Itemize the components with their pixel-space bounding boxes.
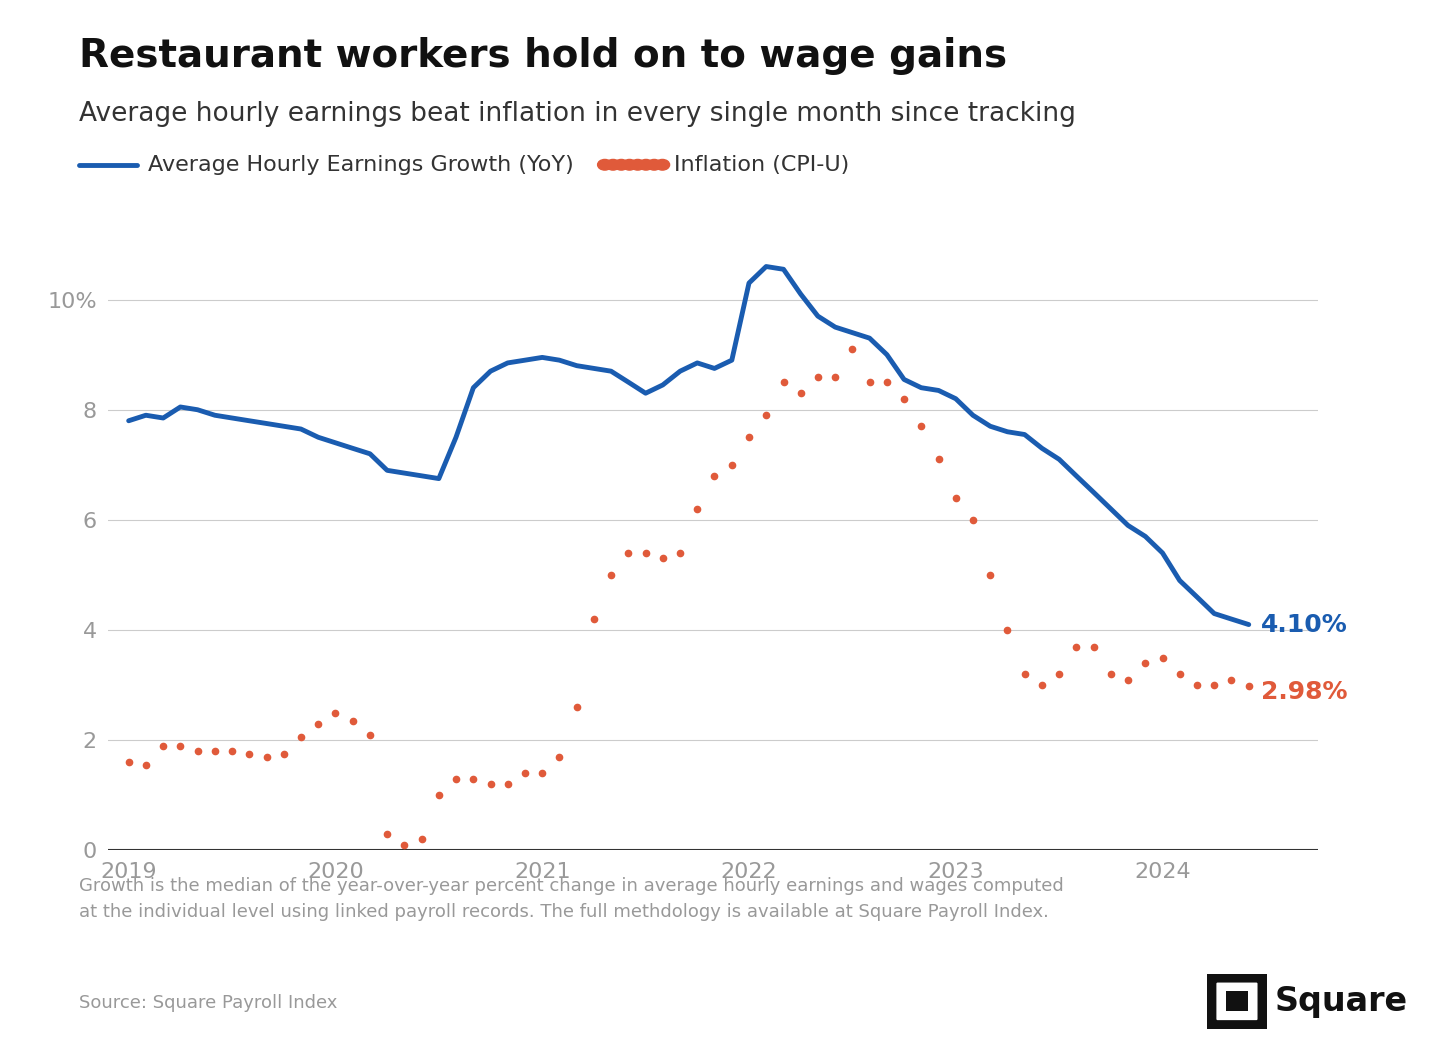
FancyBboxPatch shape <box>1205 972 1269 1031</box>
FancyBboxPatch shape <box>1217 982 1257 1020</box>
Bar <box>1225 992 1248 1011</box>
Text: Square: Square <box>1274 984 1407 1018</box>
Text: 4.10%: 4.10% <box>1261 612 1348 637</box>
Text: Source: Square Payroll Index: Source: Square Payroll Index <box>79 994 337 1012</box>
Text: Inflation (CPI-U): Inflation (CPI-U) <box>674 155 850 174</box>
Text: Growth is the median of the year-over-year percent change in average hourly earn: Growth is the median of the year-over-ye… <box>79 877 1064 922</box>
Text: Average hourly earnings beat inflation in every single month since tracking: Average hourly earnings beat inflation i… <box>79 101 1076 126</box>
Text: Restaurant workers hold on to wage gains: Restaurant workers hold on to wage gains <box>79 37 1008 75</box>
Text: 2.98%: 2.98% <box>1261 679 1348 704</box>
Text: Average Hourly Earnings Growth (YoY): Average Hourly Earnings Growth (YoY) <box>148 155 575 174</box>
